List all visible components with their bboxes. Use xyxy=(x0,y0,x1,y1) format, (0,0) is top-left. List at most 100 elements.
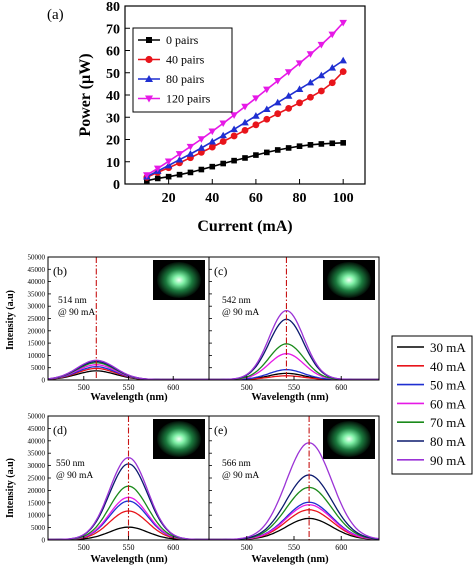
spectrum-y-tick-label: 40000 xyxy=(28,437,46,445)
spectrum-y-tick-label: 35000 xyxy=(28,450,46,458)
wavelength-label-b: Wavelength (nm) xyxy=(90,392,168,403)
power-point xyxy=(339,68,347,76)
spectrum-curve-90-mA xyxy=(48,457,209,540)
power-point xyxy=(165,173,172,180)
spectrum-y-tick-label: 20000 xyxy=(28,487,46,495)
power-point xyxy=(252,112,260,119)
peak-note-wavelength: 514 nm xyxy=(58,296,87,306)
power-point xyxy=(263,86,271,94)
power-legend-marker xyxy=(146,37,152,43)
spectrum-y-tick-label: 25000 xyxy=(28,315,46,323)
spectra-panels: 500 550 6000500010000150002000025000300003… xyxy=(28,254,380,552)
power-point xyxy=(318,141,325,147)
power-point xyxy=(328,31,337,39)
power-x-tick-label: 20 xyxy=(162,191,176,206)
power-point xyxy=(241,126,249,134)
power-y-tick-label: 30 xyxy=(106,111,120,126)
power-point xyxy=(296,143,303,149)
peak-note-wavelength: 550 nm xyxy=(56,459,85,469)
power-point xyxy=(284,92,293,99)
power-legend-marker xyxy=(145,55,153,64)
peak-note-wavelength: 542 nm xyxy=(222,296,251,306)
power-y-axis-label: Power (µW) xyxy=(77,53,94,136)
wavelength-label-e: Wavelength (nm) xyxy=(251,554,329,565)
power-point xyxy=(219,131,227,139)
spectrum-curves xyxy=(209,442,379,540)
spectrum-curves xyxy=(209,309,379,380)
spectrum-y-tick-label: 50000 xyxy=(28,254,46,262)
power-point xyxy=(197,136,206,143)
spectrum-x-tick-label: 550 xyxy=(288,543,300,552)
power-point xyxy=(273,98,282,106)
power-point xyxy=(285,104,293,112)
current-legend-label: 40 mA xyxy=(430,359,466,374)
current-legend-label: 90 mA xyxy=(430,453,466,468)
spectrum-y-tick-label: 25000 xyxy=(28,475,46,483)
spectrum-x-tick-label: 550 xyxy=(288,383,300,392)
spectrum-x-tick-label: 600 xyxy=(167,543,179,552)
power-point xyxy=(219,138,227,145)
power-point xyxy=(295,60,304,67)
spectrum-x-tick-label: 500 xyxy=(78,543,90,552)
power-point xyxy=(208,143,216,151)
peak-note-current: @ 90 mA xyxy=(222,471,259,481)
power-point xyxy=(263,115,271,123)
power-x-axis-label: Current (mA) xyxy=(197,218,292,235)
led-glow xyxy=(327,421,371,457)
power-point xyxy=(306,78,315,86)
power-point xyxy=(230,132,238,140)
peak-note-wavelength: 566 nm xyxy=(222,459,251,469)
power-point xyxy=(307,142,314,148)
power-series xyxy=(143,19,347,184)
panel-label: (e) xyxy=(214,423,227,437)
power-y-tick-label: 80 xyxy=(106,0,120,15)
peak-note-current: @ 90 mA xyxy=(56,471,93,481)
spectrum-y-tick-label: 40000 xyxy=(28,278,46,286)
power-legend-label: 40 pairs xyxy=(166,53,205,67)
power-point xyxy=(307,93,314,101)
power-point xyxy=(328,64,337,71)
led-glow xyxy=(327,262,371,298)
power-legend-label: 80 pairs xyxy=(166,72,205,86)
power-point xyxy=(187,169,194,176)
power-point xyxy=(295,85,304,93)
power-point xyxy=(273,77,282,85)
power-y-tick-label: 40 xyxy=(106,89,120,104)
power-point xyxy=(339,56,347,64)
power-point xyxy=(153,165,162,173)
spectrum-x-tick-label: 600 xyxy=(335,543,347,552)
panel-label-a: (a) xyxy=(47,7,64,23)
power-point xyxy=(285,145,292,151)
power-y-ticks: 0 10 20 30 40 50 60 70 80 xyxy=(106,0,130,193)
current-legend: 30 mA 40 mA 50 mA 60 mA 70 mA 80 mA 90 mA xyxy=(391,335,473,475)
power-point xyxy=(231,157,237,164)
power-x-ticks: 20 40 60 80 100 xyxy=(162,179,354,206)
power-point xyxy=(263,105,271,113)
power-point xyxy=(154,175,161,182)
spectrum-y-tick-label: 5000 xyxy=(31,524,46,532)
spectrum-y-tick-label: 30000 xyxy=(28,303,46,311)
power-point xyxy=(176,171,183,178)
power-x-tick-label: 40 xyxy=(205,191,219,206)
power-y-tick-label: 10 xyxy=(106,156,120,171)
power-point xyxy=(230,125,238,133)
power-point xyxy=(208,128,217,136)
spectrum-y-tick-label: 20000 xyxy=(28,327,46,335)
spectrum-y-tick-label: 50000 xyxy=(28,413,46,421)
spectrum-curve-90-mA xyxy=(209,309,379,380)
power-point xyxy=(242,155,248,161)
current-legend-label: 70 mA xyxy=(430,415,466,430)
spectrum-y-tick-label: 0 xyxy=(42,377,46,385)
power-point xyxy=(328,79,336,87)
spectrum-y-tick-label: 45000 xyxy=(28,425,46,433)
power-point xyxy=(329,140,336,147)
spectrum-panel-b: 500 550 600 0 5000 10000 15000 20000 25000 30000 3… xyxy=(28,254,210,392)
power-point xyxy=(186,150,195,157)
power-point xyxy=(209,163,216,170)
power-legend: 0 pairs 40 pairs 80 pairs 120 pairs xyxy=(132,27,233,113)
panel-label: (b) xyxy=(53,264,67,278)
power-point xyxy=(241,103,249,111)
power-x-tick-label: 60 xyxy=(249,191,263,206)
power-point xyxy=(220,160,226,167)
